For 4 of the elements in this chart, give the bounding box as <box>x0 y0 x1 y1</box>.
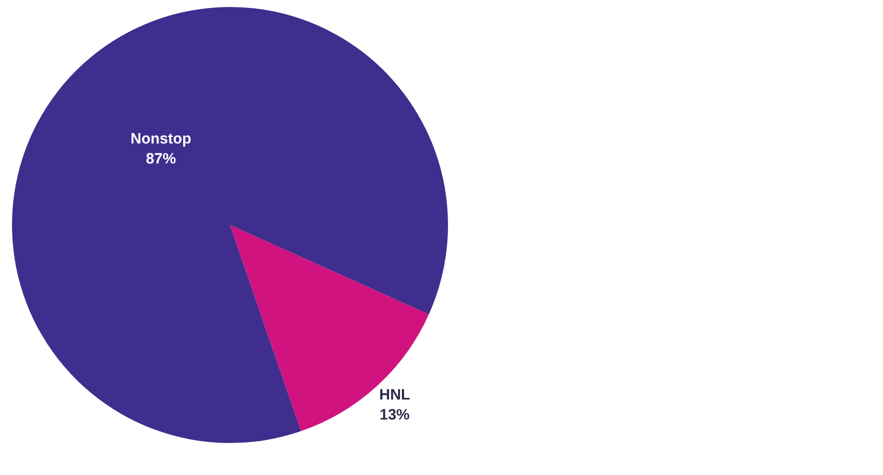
slice-label: Nonstop <box>130 130 192 148</box>
data-label: 13% <box>380 406 410 424</box>
slice-label: HNL <box>379 386 410 404</box>
data-label: 87% <box>146 150 176 168</box>
